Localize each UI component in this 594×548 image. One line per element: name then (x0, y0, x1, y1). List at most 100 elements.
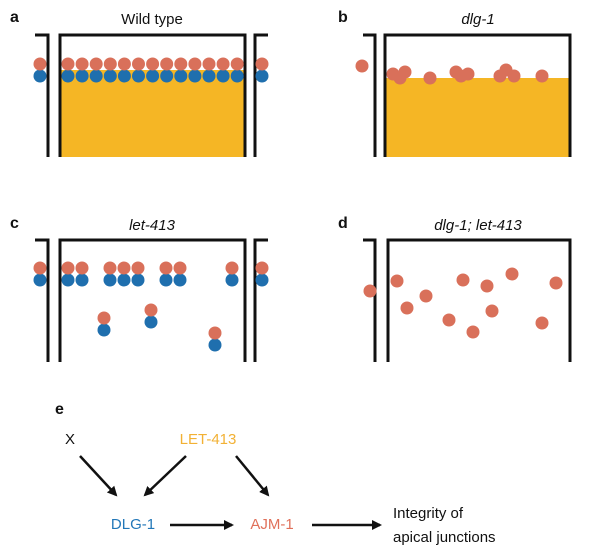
dlg-1-dot (104, 70, 117, 83)
ajm-1-dot (356, 60, 369, 73)
cell-outline (388, 240, 570, 362)
ajm-1-dot (494, 70, 507, 83)
ajm-1-dot (34, 262, 47, 275)
neighbor-cell (35, 35, 48, 157)
ajm-1-dot (467, 326, 480, 339)
neighbor-cell (255, 240, 268, 362)
ajm-1-dot (455, 70, 468, 83)
dlg-1-dot (217, 70, 230, 83)
arrow (80, 456, 116, 495)
ajm-1-dot (506, 268, 519, 281)
dlg-1-dot (90, 70, 103, 83)
panel-title: Wild type (121, 11, 183, 28)
ajm-1-dot (174, 262, 187, 275)
ajm-1-dot (424, 72, 437, 85)
arrow (145, 456, 186, 495)
dlg-1-dot (160, 70, 173, 83)
dlg-1-dot (104, 274, 117, 287)
ajm-1-dot (536, 70, 549, 83)
ajm-1-dot (76, 262, 89, 275)
ajm-1-dot (160, 262, 173, 275)
neighbor-cell (35, 240, 48, 362)
arrow (236, 456, 268, 495)
node-label: DLG-1 (111, 516, 155, 533)
figure: a Wild type b dlg-1 c let-413 d dlg-1; l… (0, 0, 594, 548)
ajm-1-dot (62, 58, 75, 71)
node-label: AJM-1 (250, 516, 293, 533)
dlg-1-dot (62, 274, 75, 287)
dlg-1-dot (118, 274, 131, 287)
node-label: X (65, 431, 75, 448)
dlg-1-dot (209, 339, 222, 352)
neighbor-cell (363, 240, 375, 362)
node-label: Integrity of (393, 505, 464, 522)
ajm-1-dot (209, 327, 222, 340)
ajm-1-dot (486, 305, 499, 318)
dlg-1-dot (132, 274, 145, 287)
dlg-1-dot (226, 274, 239, 287)
dlg-1-dot (76, 70, 89, 83)
dlg-1-dot (231, 70, 244, 83)
dlg-1-dot (203, 70, 216, 83)
ajm-1-dot (160, 58, 173, 71)
ajm-1-dot (203, 58, 216, 71)
node-label: apical junctions (393, 529, 496, 546)
dlg-1-dot (174, 70, 187, 83)
dlg-1-dot (160, 274, 173, 287)
node-label: LET-413 (180, 431, 237, 448)
ajm-1-dot (457, 274, 470, 287)
dlg-1-dot (146, 70, 159, 83)
dlg-1-dot (256, 70, 269, 83)
dlg-1-dot (188, 70, 201, 83)
ajm-1-dot (550, 277, 563, 290)
ajm-1-dot (90, 58, 103, 71)
dlg-1-dot (256, 274, 269, 287)
panel-title: let-413 (129, 217, 176, 234)
dlg-1-dot (118, 70, 131, 83)
panel-letter: d (338, 215, 348, 232)
ajm-1-dot (399, 66, 412, 79)
panel-title: dlg-1 (461, 11, 494, 28)
ajm-1-dot (256, 262, 269, 275)
neighbor-cell (363, 35, 375, 157)
ajm-1-dot (443, 314, 456, 327)
ajm-1-dot (62, 262, 75, 275)
ajm-1-dot (226, 262, 239, 275)
dlg-1-dot (132, 70, 145, 83)
ajm-1-dot (98, 312, 111, 325)
ajm-1-dot (34, 58, 47, 71)
apical-region (61, 70, 244, 157)
ajm-1-dot (391, 275, 404, 288)
dlg-1-dot (98, 324, 111, 337)
neighbor-cell (255, 35, 268, 157)
panel-letter: b (338, 9, 348, 26)
panel-letter: a (10, 9, 19, 26)
panel-letter: e (55, 401, 64, 418)
ajm-1-dot (145, 304, 158, 317)
ajm-1-dot (256, 58, 269, 71)
ajm-1-dot (146, 58, 159, 71)
dlg-1-dot (62, 70, 75, 83)
ajm-1-dot (118, 58, 131, 71)
panel-title: dlg-1; let-413 (434, 217, 522, 234)
ajm-1-dot (401, 302, 414, 315)
ajm-1-dot (118, 262, 131, 275)
ajm-1-dot (364, 285, 377, 298)
panel-letter: c (10, 215, 19, 232)
ajm-1-dot (420, 290, 433, 303)
ajm-1-dot (231, 58, 244, 71)
apical-region (386, 78, 569, 157)
ajm-1-dot (188, 58, 201, 71)
dlg-1-dot (34, 274, 47, 287)
ajm-1-dot (104, 262, 117, 275)
ajm-1-dot (217, 58, 230, 71)
dlg-1-dot (34, 70, 47, 83)
dlg-1-dot (174, 274, 187, 287)
dlg-1-dot (76, 274, 89, 287)
dlg-1-dot (145, 316, 158, 329)
ajm-1-dot (481, 280, 494, 293)
ajm-1-dot (104, 58, 117, 71)
ajm-1-dot (132, 58, 145, 71)
ajm-1-dot (536, 317, 549, 330)
ajm-1-dot (508, 70, 521, 83)
